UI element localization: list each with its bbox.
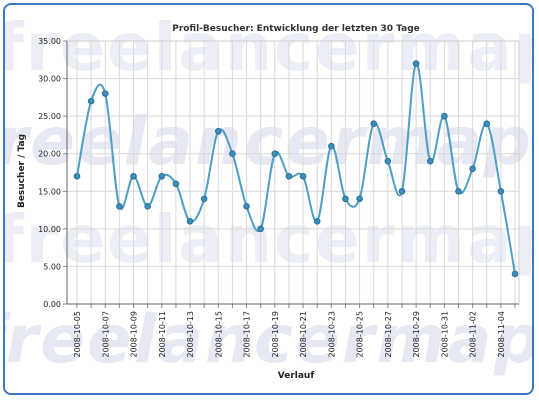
series-line (76, 62, 516, 275)
x-tick-label: 2008-10-29 (412, 311, 421, 358)
y-tick-label: 35.00 (38, 37, 61, 46)
data-point (342, 195, 349, 203)
data-point (130, 172, 137, 180)
data-point (87, 97, 95, 105)
data-point (299, 172, 307, 180)
x-tick-label: 2008-10-23 (327, 311, 336, 358)
data-point (200, 195, 208, 203)
x-tick-label: 2008-10-13 (186, 311, 195, 358)
data-point (186, 218, 194, 225)
chart-title: Profil-Besucher: Entwicklung der letzten… (172, 24, 420, 34)
x-tick-label: 2008-11-04 (497, 311, 506, 358)
x-tick-label: 2008-10-11 (158, 311, 167, 358)
data-point (172, 180, 180, 188)
data-point (158, 172, 166, 180)
grid (67, 40, 519, 305)
y-tick-label: 15.00 (38, 187, 61, 196)
data-point (441, 112, 448, 120)
data-point (469, 165, 476, 173)
x-tick-label: 2008-11-02 (469, 311, 478, 358)
y-tick-label: 5.00 (43, 262, 61, 271)
x-tick-labels: 2008-10-05 2008-10-07 2008-10-09 2008-10-11… (73, 311, 506, 358)
data-point (328, 142, 335, 150)
x-tick-label: 2008-10-31 (440, 311, 449, 358)
data-point (214, 127, 222, 135)
line-chart: Profil-Besucher: Entwicklung der letzten… (17, 24, 520, 381)
x-axis-title: Verlauf (278, 371, 315, 381)
data-point (257, 225, 264, 233)
data-point (511, 270, 519, 278)
y-tick-label: 10.00 (38, 225, 61, 234)
data-point (370, 120, 378, 127)
data-point (455, 187, 462, 195)
x-tick-label: 2008-10-05 (73, 311, 82, 358)
data-point (412, 60, 420, 67)
data-point (398, 187, 406, 195)
watermark-line: freelancermapfree (3, 301, 532, 378)
data-markers (73, 60, 519, 278)
data-point (116, 203, 123, 210)
x-tick-label: 2008-10-07 (101, 311, 110, 358)
x-tick-label: 2008-10-21 (299, 311, 308, 358)
x-tick-label: 2008-10-09 (130, 311, 139, 358)
x-tick-label: 2008-10-17 (243, 311, 252, 358)
data-point (483, 120, 491, 127)
data-point (497, 187, 505, 195)
data-point (356, 195, 363, 203)
y-tick-label: 20.00 (38, 150, 61, 159)
y-tick-label: 25.00 (38, 112, 61, 121)
data-point (229, 150, 236, 158)
x-tick-label: 2008-10-25 (356, 311, 365, 358)
data-point (144, 203, 151, 210)
x-tick-label: 2008-10-15 (214, 311, 223, 358)
axes (63, 40, 520, 308)
data-point (426, 157, 434, 165)
x-tick-label: 2008-10-27 (384, 311, 393, 358)
y-tick-label: 30.00 (38, 75, 61, 84)
data-point (384, 157, 392, 165)
data-point (243, 203, 250, 210)
y-tick-labels: 0.00 5.00 10.00 15.00 20.00 25.00 30.00 35.00 (38, 37, 61, 309)
chart-frame: freelancermapfree freelancermapfre freel… (3, 3, 534, 395)
y-axis-title: Besucher / Tag (17, 134, 27, 208)
y-tick-label: 0.00 (43, 300, 61, 309)
data-point (285, 172, 293, 180)
data-point (271, 150, 279, 158)
x-tick-label: 2008-10-19 (271, 311, 280, 358)
data-point (313, 218, 321, 225)
data-point (101, 90, 109, 97)
data-point (73, 172, 81, 180)
